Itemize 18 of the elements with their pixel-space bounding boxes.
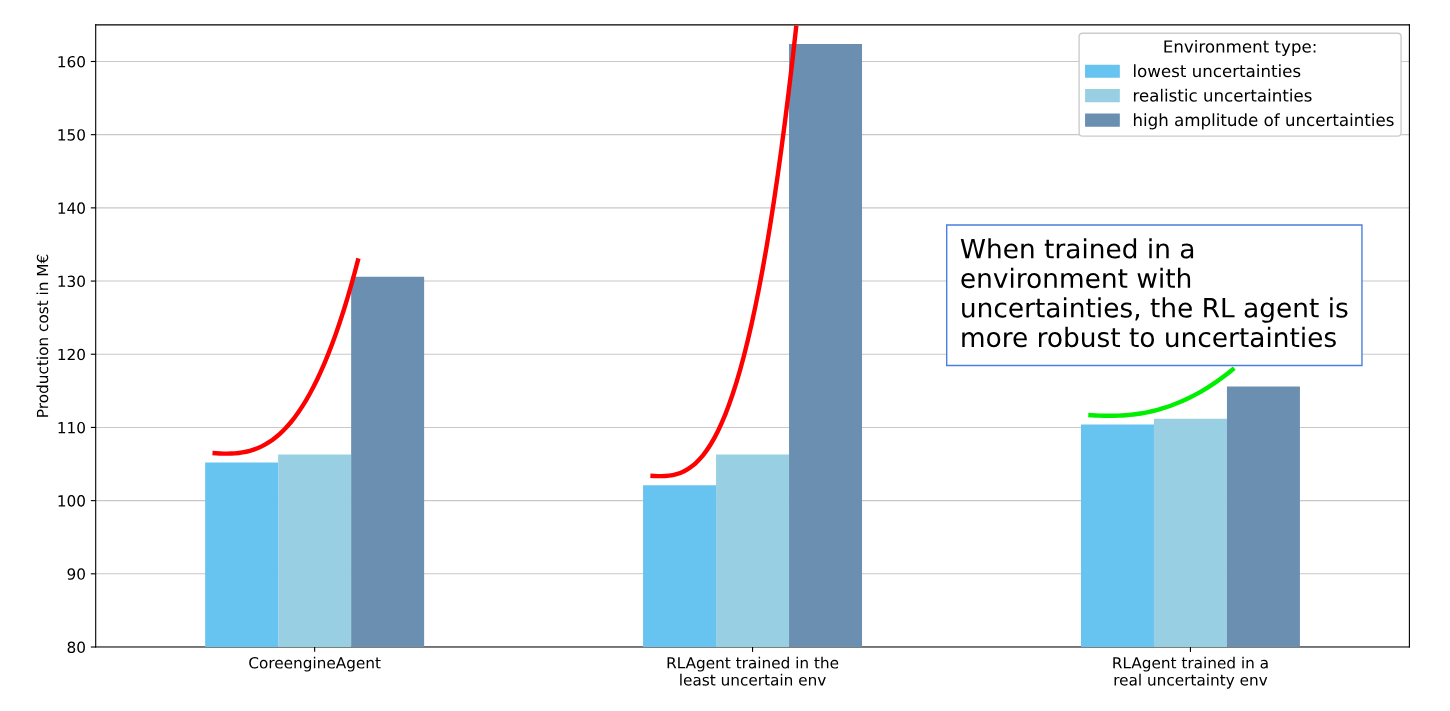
legend-label: high amplitude of uncertainties: [1133, 113, 1394, 130]
y-tick-label: 150: [58, 129, 85, 141]
x-tick-label: RLAgent trained in the least uncertain env: [667, 656, 839, 686]
y-axis-title: Production cost in M€: [36, 254, 49, 417]
y-tick-label: 120: [58, 348, 85, 361]
x-tick-label: RLAgent trained in a real uncertainty env: [1113, 656, 1268, 689]
annotation: When trained in a environment with uncertainties, the RL agent is more robust to uncertainties: [960, 238, 1348, 348]
y-tick-label: 90: [67, 568, 85, 580]
legend-label: realistic uncertainties: [1133, 88, 1312, 102]
y-tick-label: 100: [58, 495, 85, 507]
y-tick-label: 80: [67, 641, 85, 654]
y-tick-label: 140: [58, 202, 85, 214]
legend-label: lowest uncertainties: [1134, 64, 1301, 78]
y-tick-label: 160: [58, 55, 85, 68]
y-tick-label: 130: [58, 275, 85, 288]
legend-title: Environment type:: [1164, 39, 1316, 57]
x-tick-label: CoreengineAgent: [249, 656, 381, 672]
y-tick-label: 110: [58, 421, 85, 434]
